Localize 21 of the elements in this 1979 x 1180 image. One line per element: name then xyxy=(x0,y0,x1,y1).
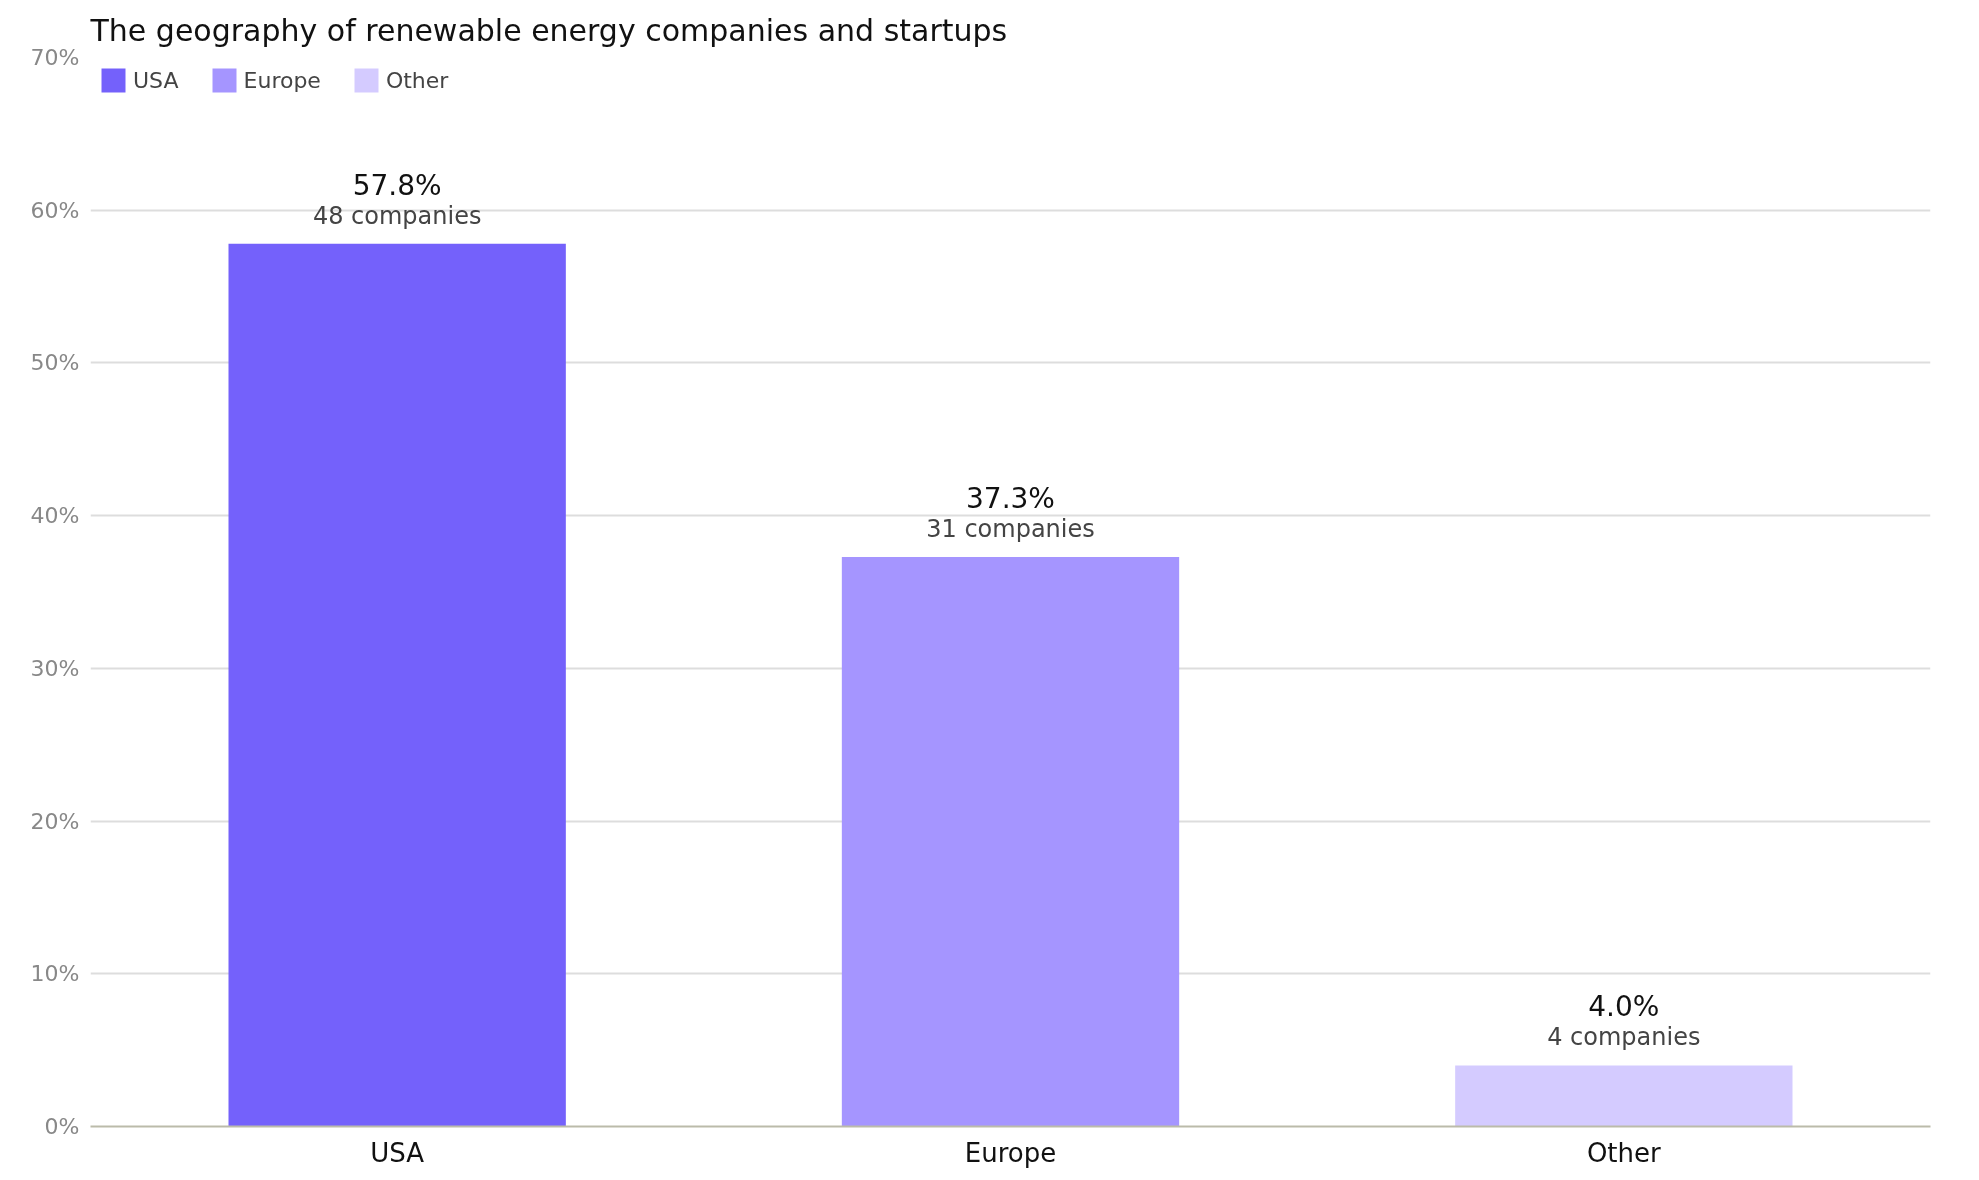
y-tick-label: 40% xyxy=(30,503,80,529)
data-label: 37.3% xyxy=(966,481,1055,515)
legend-label: USA xyxy=(133,67,179,93)
y-tick-label: 20% xyxy=(30,808,80,834)
y-tick-label: 30% xyxy=(30,655,80,681)
chart-title: The geography of renewable energy companies and startups xyxy=(89,12,1008,48)
y-tick-label: 50% xyxy=(30,350,80,376)
y-tick-label: 0% xyxy=(44,1114,80,1139)
x-tick-label: Other xyxy=(1586,1137,1662,1168)
data-label: 57.8% xyxy=(352,168,442,202)
data-label: 4.0% xyxy=(1588,990,1660,1024)
legend-label: Europe xyxy=(243,67,321,93)
y-tick-label: 60% xyxy=(30,197,80,223)
legend-label: Other xyxy=(385,67,449,93)
x-tick-label: Europe xyxy=(964,1137,1057,1168)
annotation: 31 companies xyxy=(926,514,1095,543)
y-tick-label: 10% xyxy=(30,961,80,987)
annotation: 48 companies xyxy=(312,201,482,230)
annotation: 4 companies xyxy=(1547,1023,1701,1052)
x-tick-label: USA xyxy=(370,1137,425,1168)
y-tick-label: 70% xyxy=(30,45,80,70)
